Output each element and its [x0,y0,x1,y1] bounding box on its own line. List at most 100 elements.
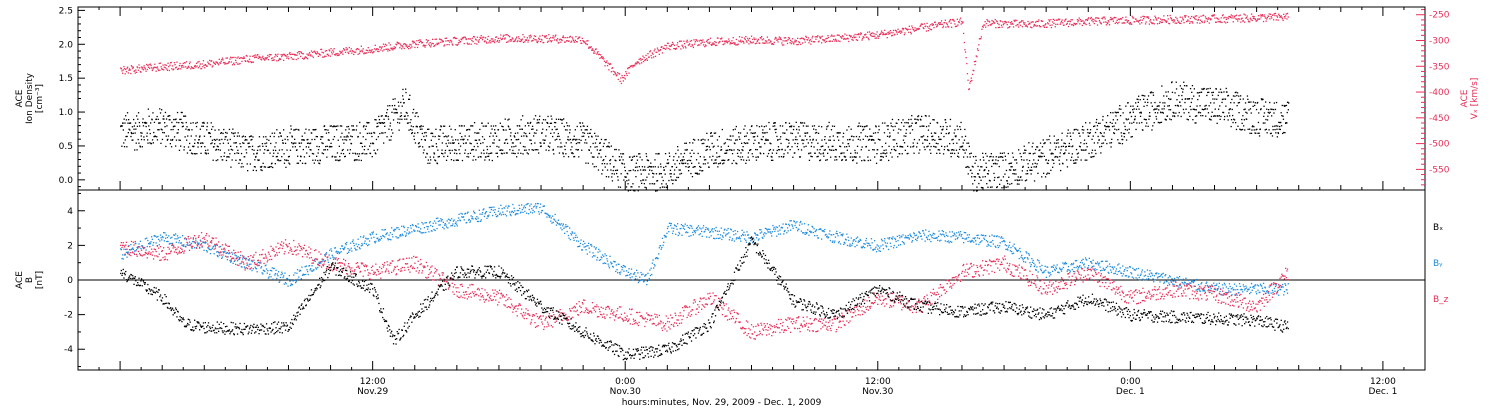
density-point [489,159,490,160]
density-point [382,132,383,133]
density-point [490,133,491,134]
density-point [579,139,580,140]
density-point [526,136,527,137]
density-point [291,142,292,143]
velocity-point [510,41,511,42]
density-point [1099,123,1100,124]
velocity-point [585,43,586,44]
density-point [383,123,384,124]
density-point [1179,102,1180,103]
velocity-point [409,46,410,47]
density-point [954,132,955,133]
velocity-point [426,42,427,43]
velocity-point [792,38,793,39]
density-point [716,157,717,158]
density-point [228,156,229,157]
density-point [1048,163,1049,164]
density-point [797,146,798,147]
density-point [744,136,745,137]
velocity-point [1112,19,1113,20]
velocity-point [281,56,282,57]
velocity-point [163,69,164,70]
density-point [1050,170,1051,171]
density-point [997,177,998,178]
density-point [752,156,753,157]
density-point [776,136,777,137]
velocity-point [521,40,522,41]
density-point [1069,146,1070,147]
velocity-point [773,44,774,45]
density-point [241,166,242,167]
density-point [505,119,506,120]
density-point [180,146,181,147]
density-point [1004,174,1005,175]
density-point [402,95,403,96]
velocity-point [911,25,912,26]
velocity-point [399,43,400,44]
density-point [317,160,318,161]
density-point [1184,112,1185,113]
velocity-point [281,54,282,55]
density-point [853,136,854,137]
velocity-point [657,48,658,49]
velocity-point [434,45,435,46]
density-point [576,143,577,144]
density-point [906,122,907,123]
density-point [1254,105,1255,106]
density-point [308,143,309,144]
density-point [902,153,903,154]
velocity-point [610,64,611,65]
density-point [284,159,285,160]
density-point [401,115,402,116]
velocity-point [641,62,642,63]
density-point [940,139,941,140]
density-point [930,153,931,154]
density-point [775,132,776,133]
density-point [137,126,138,127]
density-point [305,129,306,130]
density-point [1130,106,1131,107]
density-point [898,119,899,120]
density-point [163,118,164,119]
density-point [557,136,558,137]
velocity-point [484,40,485,41]
density-point [335,160,336,161]
velocity-point [815,36,816,37]
velocity-point [854,37,855,38]
density-point [391,129,392,130]
density-point [590,133,591,134]
velocity-point [693,47,694,48]
velocity-point [180,68,181,69]
velocity-point [176,67,177,68]
density-point [1178,105,1179,106]
density-point [492,160,493,161]
density-point [1268,129,1269,130]
density-point [571,146,572,147]
density-point [570,139,571,140]
velocity-point [318,56,319,57]
velocity-point [969,82,970,83]
density-point [565,153,566,154]
velocity-point [815,39,816,40]
density-point [1287,112,1288,113]
density-point [178,122,179,123]
velocity-point [381,48,382,49]
density-point [1065,143,1066,144]
density-point [502,153,503,154]
density-point [501,149,502,150]
density-point [596,146,597,147]
velocity-point [954,23,955,24]
density-point [344,139,345,140]
velocity-point [750,42,751,43]
density-point [463,139,464,140]
density-point [433,146,434,147]
y-tick-label-top: 1.5 [59,74,73,84]
velocity-point [606,60,607,61]
velocity-point [620,77,621,78]
density-point [312,160,313,161]
density-point [376,139,377,140]
density-point [916,119,917,120]
density-point [634,190,635,191]
velocity-point [1085,19,1086,20]
velocity-point [1071,24,1072,25]
